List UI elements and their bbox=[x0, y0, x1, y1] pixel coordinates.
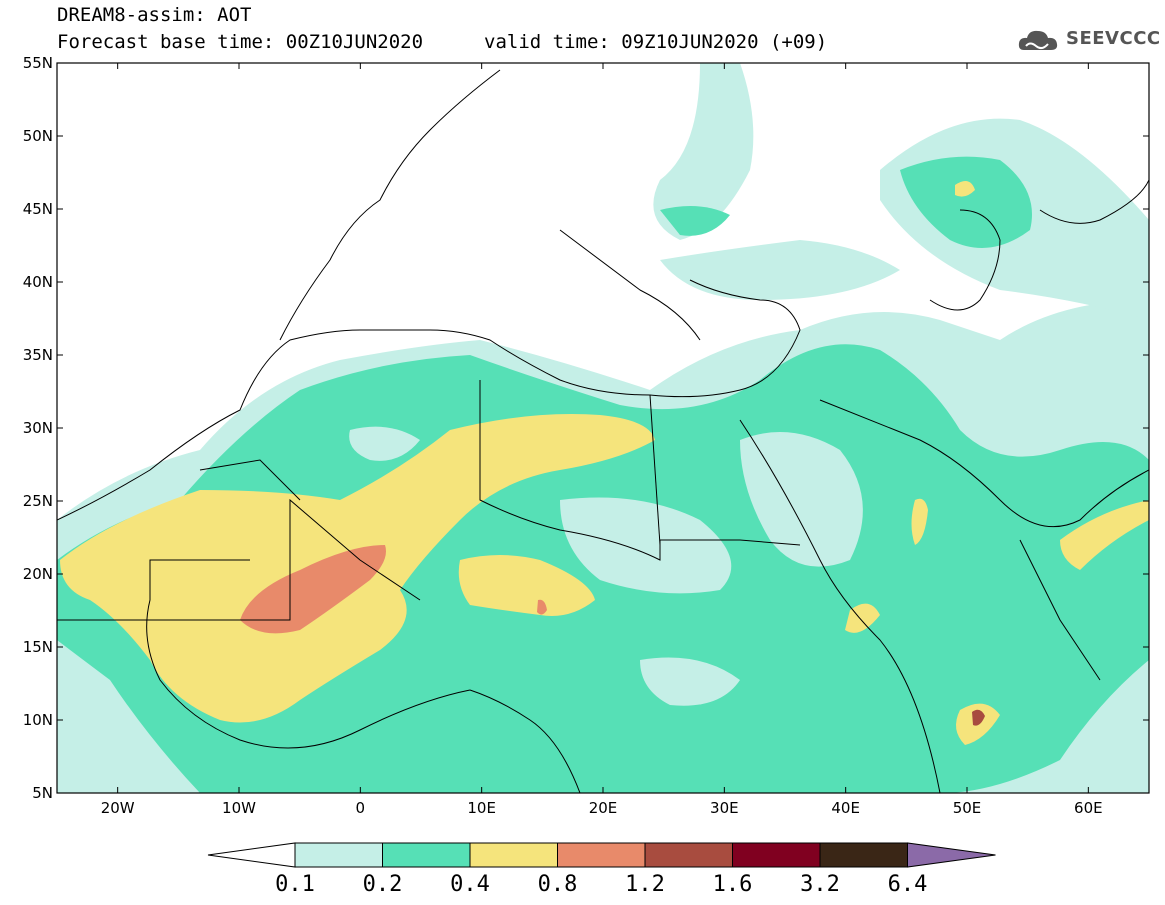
colorbar-label: 1.6 bbox=[713, 872, 753, 897]
colorbar-swatch bbox=[732, 842, 821, 868]
colorbar-label: 0.8 bbox=[538, 872, 578, 897]
lat-label: 35N bbox=[23, 346, 53, 364]
lat-label: 55N bbox=[23, 54, 53, 72]
lon-label: 0 bbox=[356, 799, 366, 817]
lon-label: 50E bbox=[953, 799, 982, 817]
colorbar: 0.1 0.2 0.4 0.8 1.2 1.6 3.2 6.4 bbox=[207, 842, 996, 897]
map-title: DREAM8-assim: AOT bbox=[57, 4, 252, 26]
lat-axis: 55N 50N 45N 40N 35N 30N 25N 20N 15N 10N 5N bbox=[23, 54, 1149, 802]
colorbar-swatch bbox=[469, 842, 558, 868]
lat-label: 5N bbox=[32, 784, 53, 802]
colorbar-label: 0.2 bbox=[363, 872, 403, 897]
lon-label: 10W bbox=[222, 799, 256, 817]
lat-label: 15N bbox=[23, 638, 53, 656]
colorbar-swatch bbox=[644, 842, 733, 868]
lat-label: 10N bbox=[23, 711, 53, 729]
lon-axis: 20W 10W 0 10E 20E 30E 40E 50E 60E bbox=[101, 63, 1103, 817]
logo-text: SEEVCCC bbox=[1066, 28, 1161, 49]
lon-label: 60E bbox=[1074, 799, 1103, 817]
lat-label: 30N bbox=[23, 419, 53, 437]
colorbar-label: 0.4 bbox=[450, 872, 490, 897]
colorbar-swatch bbox=[819, 842, 908, 868]
cloud-icon bbox=[1018, 30, 1058, 50]
lon-label: 30E bbox=[710, 799, 739, 817]
aot-field bbox=[57, 63, 1149, 793]
lon-label: 10E bbox=[467, 799, 496, 817]
forecast-base-time: Forecast base time: 00Z10JUN2020 bbox=[57, 31, 424, 53]
colorbar-right-arrow bbox=[907, 842, 996, 868]
colorbar-label: 6.4 bbox=[888, 872, 928, 897]
colorbar-left-arrow bbox=[207, 842, 296, 868]
colorbar-label: 1.2 bbox=[625, 872, 665, 897]
lat-label: 50N bbox=[23, 127, 53, 145]
lat-label: 25N bbox=[23, 492, 53, 510]
coastlines bbox=[57, 69, 1149, 793]
colorbar-label: 3.2 bbox=[800, 872, 840, 897]
lat-label: 40N bbox=[23, 273, 53, 291]
colorbar-swatch bbox=[294, 842, 383, 868]
colorbar-swatch bbox=[557, 842, 646, 868]
lat-label: 20N bbox=[23, 565, 53, 583]
colorbar-swatch bbox=[382, 842, 471, 868]
lon-label: 40E bbox=[831, 799, 860, 817]
lon-label: 20W bbox=[101, 799, 135, 817]
valid-time: valid time: 09Z10JUN2020 (+09) bbox=[484, 31, 828, 53]
colorbar-label: 0.1 bbox=[275, 872, 315, 897]
lon-label: 20E bbox=[589, 799, 618, 817]
seevccc-logo bbox=[1016, 22, 1156, 58]
lat-label: 45N bbox=[23, 200, 53, 218]
